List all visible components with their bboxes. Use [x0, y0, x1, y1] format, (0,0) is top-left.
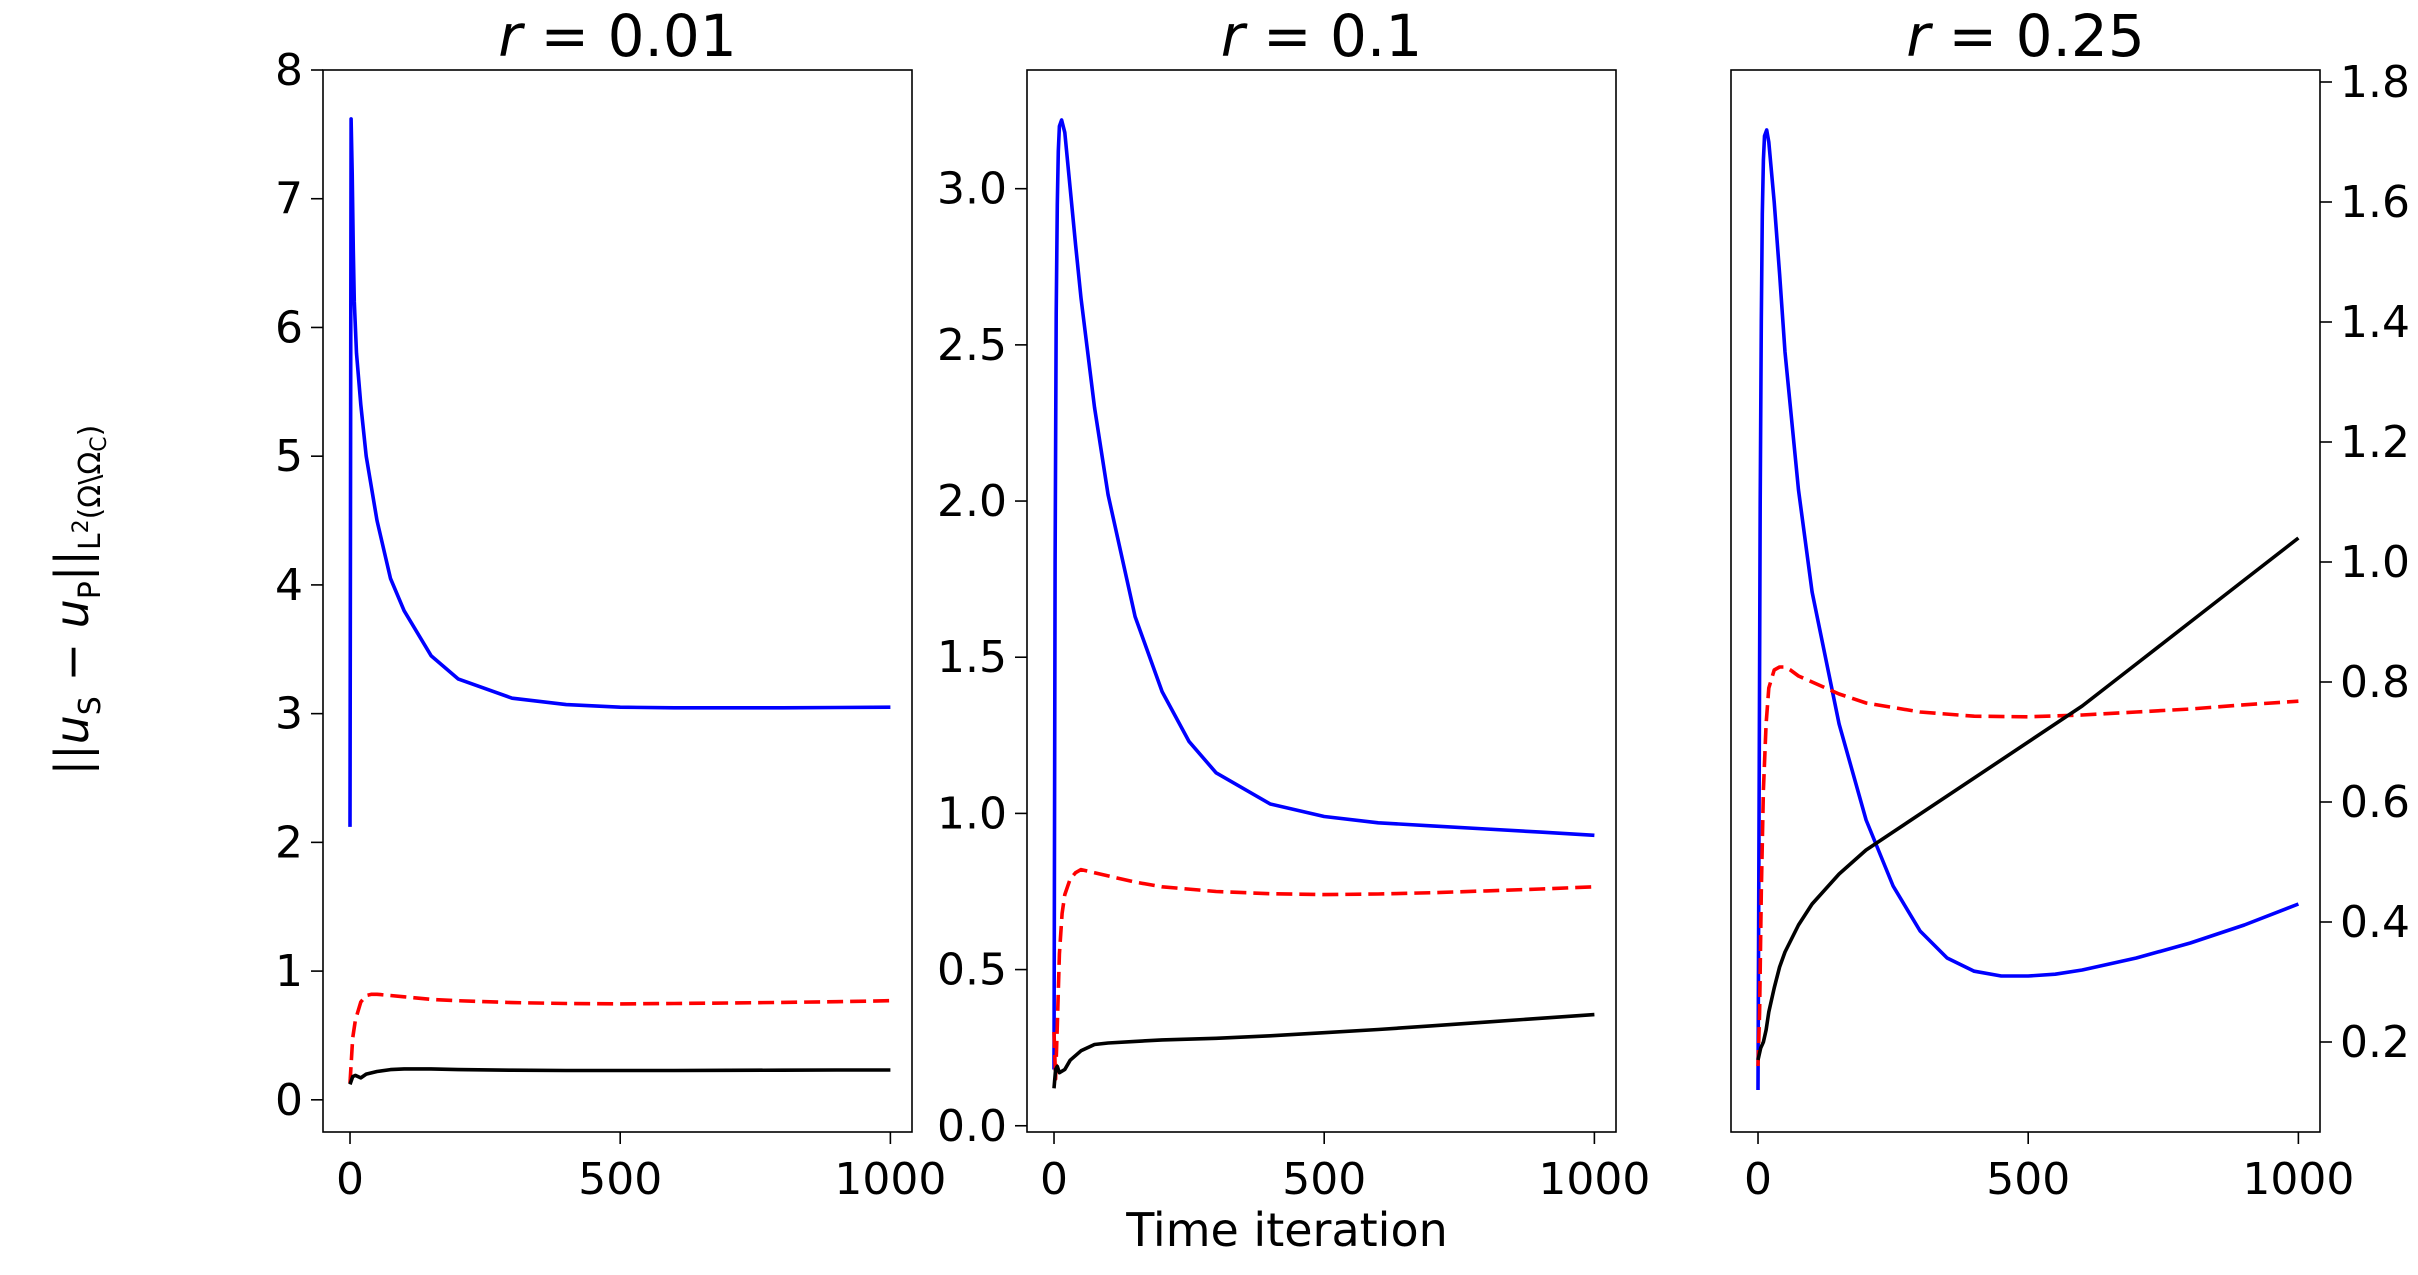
y-tick-label: 0.6 [2340, 777, 2410, 828]
y-tick-label: 0.4 [2340, 897, 2410, 948]
y-tick-label: 4 [275, 560, 303, 611]
x-tick-label: 1000 [834, 1154, 946, 1205]
x-tick-label: 0 [1040, 1154, 1068, 1205]
plot-frame [322, 69, 913, 1133]
y-tick-label: 1.2 [2340, 417, 2410, 468]
series-black-line [1756, 536, 2300, 1061]
y-tick-label: 2 [275, 817, 303, 868]
y-tick-label: 3 [275, 689, 303, 740]
y-tick-label: 2.0 [937, 476, 1007, 527]
y-tick-label: 6 [275, 302, 303, 353]
y-tick-label: 1.5 [937, 632, 1007, 683]
y-tick-label: 1.8 [2340, 57, 2410, 108]
x-axis-label: Time iteration [1125, 1203, 1448, 1257]
panel-title: r = 0.1 [1221, 2, 1423, 70]
x-tick-label: 1000 [2242, 1154, 2354, 1205]
series-red-line [348, 992, 891, 1084]
panel-1: 0 500 1000 0 1 2 3 4 5 6 7 8 r = 0.01 [275, 2, 946, 1205]
y-tick-label: 1 [275, 946, 303, 997]
x-tick-label: 500 [578, 1154, 662, 1205]
y-tick-label: 0.0 [937, 1101, 1007, 1152]
x-tick-label: 0 [1744, 1154, 1772, 1205]
y-axis-label: ||uS − uP||L2(Ω\ΩC) [45, 425, 112, 776]
panel-3: 0 500 1000 0.2 0.4 0.6 0.8 1.0 1.2 1.4 1.6 1.8 r = 0… [1730, 2, 2410, 1205]
x-tick-label: 500 [1986, 1154, 2070, 1205]
x-tick-label: 500 [1282, 1154, 1366, 1205]
y-tick-label: 0 [275, 1075, 303, 1126]
series-blue-line [1756, 128, 2300, 1091]
y-tick-label: 5 [275, 431, 303, 482]
panel-title: r = 0.25 [1906, 2, 2144, 70]
y-tick-label: 3.0 [937, 164, 1007, 215]
y-tick-label: 8 [275, 45, 303, 96]
y-tick-label: 7 [275, 174, 303, 225]
series-black-line [348, 1067, 891, 1085]
series-blue-line [1052, 118, 1595, 1070]
panel-title: r = 0.01 [498, 2, 736, 70]
y-tick-label: 0.2 [2340, 1017, 2410, 1068]
series-red-line [1756, 665, 2299, 1067]
series-black-line [1052, 1012, 1595, 1089]
x-tick-label: 0 [336, 1154, 364, 1205]
x-tick-label: 1000 [1538, 1154, 1650, 1205]
y-tick-label: 1.0 [2340, 537, 2410, 588]
y-tick-label: 1.4 [2340, 297, 2410, 348]
plot-frame [1730, 69, 2321, 1133]
y-tick-label: 0.8 [2340, 657, 2410, 708]
plot-frame [1026, 69, 1617, 1133]
y-tick-label: 1.0 [937, 788, 1007, 839]
y-tick-label: 1.6 [2340, 177, 2410, 228]
panel-2: 0 500 1000 0.0 0.5 1.0 1.5 2.0 2.5 3.0 r = 0.1 [937, 2, 1650, 1205]
y-tick-label: 0.5 [937, 945, 1007, 996]
y-tick-label: 2.5 [937, 320, 1007, 371]
series-red-line [1052, 867, 1595, 1081]
series-blue-line [348, 117, 891, 827]
